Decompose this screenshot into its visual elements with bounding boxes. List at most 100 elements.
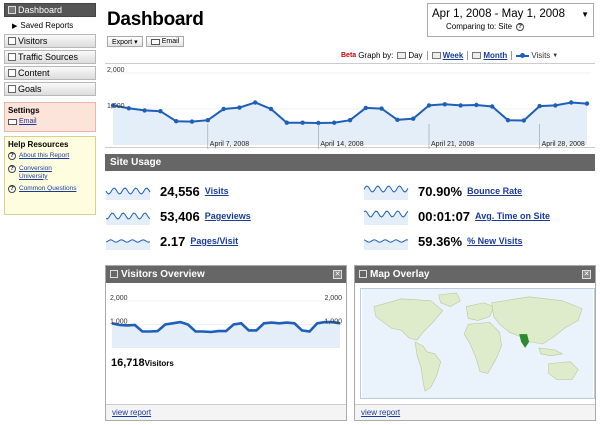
data-point[interactable] (126, 106, 131, 111)
usage-link[interactable]: % New Visits (467, 236, 523, 246)
data-point[interactable] (569, 100, 574, 105)
sidebar-item-traffic-sources[interactable]: Traffic Sources (4, 50, 96, 64)
y-tick-label: 2,000 (110, 295, 128, 302)
usage-link[interactable]: Bounce Rate (467, 186, 523, 196)
x-tick-label: April 14, 2008 (320, 141, 363, 148)
help-link-conversion-university[interactable]: Conversion University (19, 165, 52, 180)
y-tick-label: 1,000 (110, 319, 128, 326)
sidebar-item-content[interactable]: Content (4, 66, 96, 80)
data-point[interactable] (411, 116, 416, 121)
data-point[interactable] (426, 103, 432, 108)
help-link-common-questions[interactable]: Common Questions (19, 185, 77, 192)
graph-by-day-label: Day (408, 51, 423, 60)
sparkline-line (105, 239, 151, 243)
metric-selector[interactable]: Visits ▼ (516, 51, 558, 60)
data-point[interactable] (142, 108, 147, 113)
data-point[interactable] (584, 101, 590, 106)
data-point[interactable] (110, 103, 116, 108)
date-range-text: Apr 1, 2008 - May 1, 2008 (432, 8, 565, 20)
data-point[interactable] (300, 120, 305, 125)
data-point[interactable] (537, 103, 542, 109)
graph-by-month-label: Month (483, 51, 508, 60)
divider (426, 51, 428, 60)
map-overlay-footer: view report (355, 404, 595, 420)
usage-value: 24,556 (160, 183, 200, 199)
continent-greenland (438, 292, 461, 308)
month-icon (472, 52, 482, 59)
world-map[interactable] (360, 288, 595, 399)
sparkline-area (364, 239, 408, 250)
data-point[interactable] (442, 102, 447, 107)
view-report-link[interactable]: view report (112, 408, 152, 417)
usage-row-avg-time: 00:01:07 Avg. Time on Site (363, 205, 550, 227)
sidebar-item-visitors[interactable]: Visitors (4, 34, 96, 48)
usage-row-pages-visit: 2.17 Pages/Visit (105, 230, 238, 252)
close-icon[interactable]: ✕ (582, 270, 591, 279)
sidebar-item-saved-reports[interactable]: ▶ Saved Reports (4, 19, 96, 32)
traffic-sources-icon (8, 53, 16, 61)
continent-indonesia (538, 347, 564, 357)
data-point[interactable] (237, 105, 242, 110)
usage-link[interactable]: Visits (204, 186, 229, 196)
sparkline (105, 187, 151, 200)
usage-link[interactable]: Pageviews (204, 211, 251, 221)
view-report-link[interactable]: view report (361, 408, 401, 417)
graph-by-day[interactable]: Day (397, 51, 423, 60)
data-point[interactable] (553, 103, 558, 108)
sparkline (363, 210, 409, 225)
sparkline-line (363, 185, 409, 193)
usage-row-bounce-rate: 70.90% Bounce Rate (363, 180, 522, 202)
y-tick-label: 1,000 (324, 319, 342, 326)
sparkline (363, 185, 409, 200)
page-title: Dashboard (107, 9, 204, 30)
chart-icon (110, 270, 118, 278)
data-point[interactable] (284, 120, 289, 125)
sparkline-area (106, 188, 150, 200)
data-point[interactable] (332, 120, 337, 125)
map-overlay-panel: Map Overlay ✕ view report (354, 265, 596, 421)
email-button[interactable]: Email (145, 36, 185, 47)
chart-area (112, 322, 340, 348)
day-icon (397, 52, 407, 59)
data-point[interactable] (347, 118, 353, 123)
x-tick-label: April 7, 2008 (210, 141, 249, 148)
week-icon (431, 52, 441, 59)
sidebar-item-label: Dashboard (18, 5, 63, 15)
data-point[interactable] (268, 106, 274, 112)
data-point[interactable] (458, 103, 463, 108)
data-point[interactable] (189, 119, 195, 124)
export-button[interactable]: Export ▾ (107, 36, 143, 47)
data-point[interactable] (379, 106, 384, 111)
data-point[interactable] (253, 100, 258, 105)
graph-by-month[interactable]: Month (472, 51, 507, 60)
y-tick-label: 1,000 (107, 103, 125, 110)
data-point[interactable] (363, 105, 368, 111)
data-point[interactable] (221, 106, 226, 112)
toolbar: Export ▾ Email (107, 36, 185, 47)
graph-by-week[interactable]: Week (431, 51, 464, 60)
sidebar-item-label: Goals (18, 84, 42, 94)
data-point[interactable] (316, 120, 321, 126)
continent-africa (463, 322, 502, 374)
data-point[interactable] (174, 119, 179, 124)
sparkline-area (364, 211, 408, 225)
close-icon[interactable]: ✕ (333, 270, 342, 279)
date-range-picker[interactable]: Apr 1, 2008 - May 1, 2008 ▼ Comparing to… (427, 3, 594, 37)
sidebar-item-label: Saved Reports (20, 21, 74, 30)
settings-email-link[interactable]: Email (19, 118, 37, 125)
visitors-icon (8, 37, 16, 45)
data-point[interactable] (205, 118, 210, 123)
data-point[interactable] (521, 118, 526, 123)
data-point[interactable] (505, 118, 511, 123)
usage-link[interactable]: Pages/Visit (190, 236, 239, 246)
graph-by-week-label: Week (442, 51, 464, 60)
data-point[interactable] (158, 109, 163, 114)
data-point[interactable] (395, 117, 400, 122)
sidebar-item-goals[interactable]: Goals (4, 82, 96, 96)
help-link-about[interactable]: About this Report (19, 152, 70, 159)
sidebar-item-dashboard[interactable]: Dashboard (4, 3, 96, 17)
data-point[interactable] (474, 102, 479, 108)
data-point[interactable] (490, 104, 495, 109)
help-icon[interactable]: ? (516, 22, 525, 31)
usage-link[interactable]: Avg. Time on Site (475, 211, 551, 221)
